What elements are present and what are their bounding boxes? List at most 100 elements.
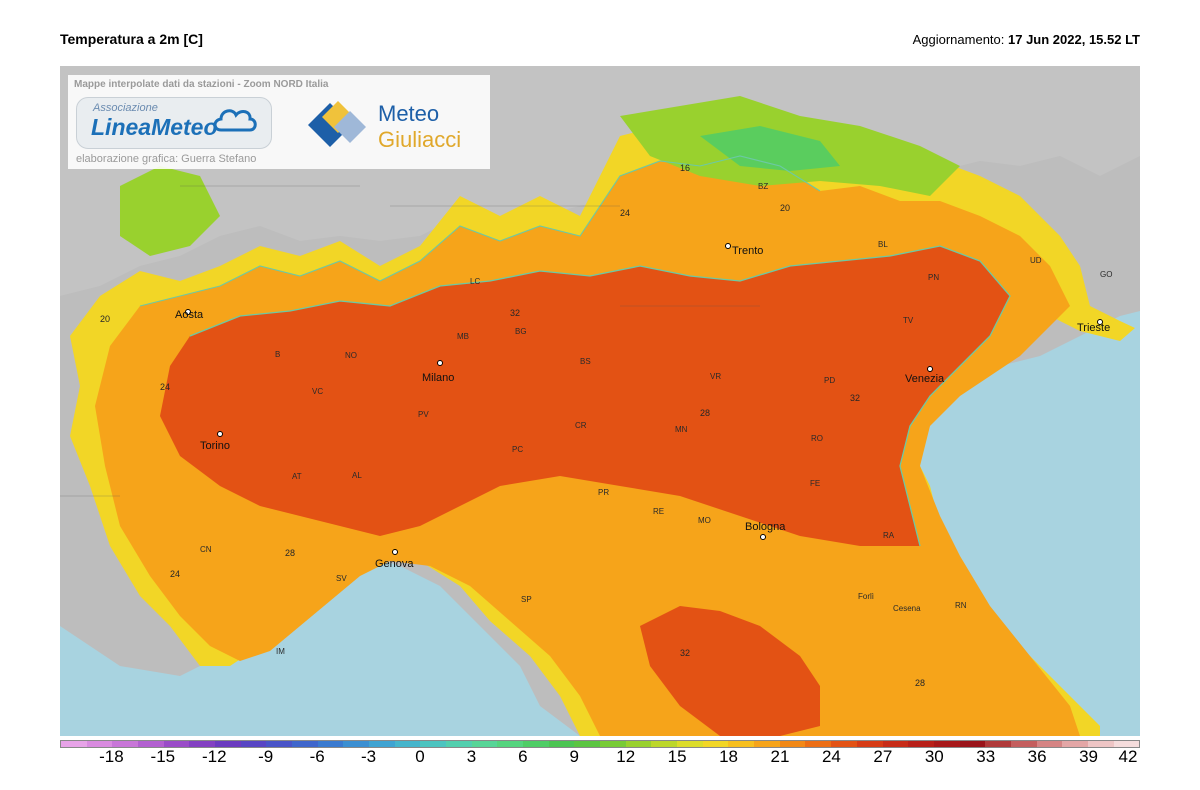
colorbar-swatch <box>240 741 267 747</box>
province-label: AL <box>352 471 362 480</box>
city-label-torino: Torino <box>200 440 230 452</box>
province-label: IM <box>276 647 285 656</box>
province-label: VC <box>312 387 323 396</box>
colorbar-swatch <box>856 741 883 747</box>
province-label: BZ <box>758 182 768 191</box>
city-label-trento: Trento <box>732 245 763 257</box>
colorbar-tick-label: 3 <box>466 747 477 766</box>
colorbar-swatch <box>1010 741 1037 747</box>
colorbar-swatch <box>471 741 498 747</box>
isotherm-32-line <box>189 245 1011 547</box>
province-borders <box>60 185 760 497</box>
province-label: LC <box>470 277 480 286</box>
colorbar-tick-label: -6 <box>309 747 325 766</box>
colorbar-swatch <box>754 741 780 747</box>
colorbar-swatch <box>497 741 524 747</box>
colorbar-tick-label: 18 <box>719 747 739 766</box>
colorbar-tick-label: -12 <box>201 747 227 766</box>
colorbar-swatch <box>1113 741 1140 747</box>
colorbar-ticks: -18 -15 -12 -9 -6 -3 0 3 6 9 12 15 18 21 24 27 30 33 36 39 4… <box>0 744 1200 770</box>
colorbar-swatch <box>831 741 857 747</box>
isotherm-label: 24 <box>170 569 180 579</box>
colorbar-tick-label: 27 <box>873 747 893 766</box>
province-label: AT <box>292 472 302 481</box>
province-label: MB <box>457 332 469 341</box>
logo-panel: Mappe interpolate dati da stazioni - Zoo… <box>68 75 490 169</box>
city-marker-trento <box>725 243 731 249</box>
colorbar-swatch <box>933 741 960 747</box>
province-label: SP <box>521 595 532 604</box>
colorbar-tick-label: 33 <box>976 747 996 766</box>
colorbar-swatch <box>1062 741 1088 747</box>
colorbar-swatch <box>677 741 703 747</box>
city-marker-bologna <box>760 534 766 540</box>
colorbar-tick-label: 39 <box>1079 747 1099 766</box>
colorbar-swatch <box>651 741 678 747</box>
province-label: CN <box>200 545 212 554</box>
temperature-colorbar <box>60 740 1140 748</box>
province-label: PD <box>824 376 835 385</box>
colorbar-swatch <box>548 741 575 747</box>
colorbar-swatch <box>292 741 318 747</box>
isotherm-label: 24 <box>620 208 630 218</box>
isotherm-label: 16 <box>680 163 690 173</box>
colorbar-swatch <box>1087 741 1114 747</box>
province-label: BS <box>580 357 591 366</box>
province-label: BG <box>515 327 527 336</box>
colorbar-swatch <box>343 741 370 747</box>
city-marker-torino <box>217 431 223 437</box>
meteogiuliacci-mark-icon <box>308 101 366 147</box>
logo-credit: elaborazione grafica: Guerra Stefano <box>76 153 257 165</box>
city-label-bologna: Bologna <box>745 521 786 533</box>
colorbar-swatch <box>882 741 909 747</box>
city-label-genova: Genova <box>375 558 414 570</box>
chart-title: Temperatura a 2m [C] <box>60 31 203 47</box>
colorbar-swatch <box>959 741 986 747</box>
cloud-icon <box>213 109 257 132</box>
city-marker-trieste <box>1097 319 1103 325</box>
isotherm-label: 20 <box>780 203 790 213</box>
province-label: RE <box>653 507 664 516</box>
isotherm-label: 32 <box>850 393 860 403</box>
colorbar-swatch <box>266 741 293 747</box>
colorbar-tick-label: 36 <box>1027 747 1047 766</box>
update-value: 17 Jun 2022, 15.52 LT <box>1008 32 1140 47</box>
colorbar-swatch <box>420 741 447 747</box>
colorbar-tick-label: 21 <box>770 747 790 766</box>
province-label: PV <box>418 410 429 419</box>
logo-caption: Mappe interpolate dati da stazioni - Zoo… <box>74 79 329 90</box>
province-label: PC <box>512 445 523 454</box>
colorbar-swatch <box>317 741 344 747</box>
colorbar-tick-label: -18 <box>99 747 124 766</box>
colorbar-swatch <box>985 741 1011 747</box>
province-label: UD <box>1030 256 1042 265</box>
colorbar-tick-label: -9 <box>258 747 274 766</box>
isotherm-label: 28 <box>700 408 710 418</box>
isotherm-label: 32 <box>510 308 520 318</box>
city-label-milano: Milano <box>422 372 454 384</box>
province-label: RN <box>955 601 967 610</box>
colorbar-tick-label: 9 <box>569 747 580 766</box>
province-label: B <box>275 350 280 359</box>
isotherm-label: 28 <box>285 548 295 558</box>
province-label: TV <box>903 316 914 325</box>
isotherm-label: 20 <box>100 314 110 324</box>
city-marker-aosta <box>185 309 191 315</box>
colorbar-swatch <box>446 741 472 747</box>
province-label: BL <box>878 240 888 249</box>
colorbar-swatch <box>394 741 421 747</box>
map-canvas: Aosta Milano Torino Genova Venezia Tries… <box>60 66 1140 736</box>
colorbar-tick-label: 6 <box>518 747 528 766</box>
colorbar-swatch <box>728 741 755 747</box>
colorbar-swatch <box>369 741 395 747</box>
colorbar-tick-label: -3 <box>361 747 377 766</box>
colorbar-tick-label: 30 <box>924 747 944 766</box>
city-marker-venezia <box>927 366 933 372</box>
update-timestamp: Aggiornamento: 17 Jun 2022, 15.52 LT <box>913 32 1140 47</box>
update-label: Aggiornamento: <box>912 32 1005 47</box>
colorbar-swatch <box>600 741 626 747</box>
colorbar-swatch <box>779 741 806 747</box>
city-label-aosta: Aosta <box>175 309 204 321</box>
isotherm-label: 24 <box>160 382 170 392</box>
colorbar-tick-label: 42 <box>1118 747 1138 766</box>
